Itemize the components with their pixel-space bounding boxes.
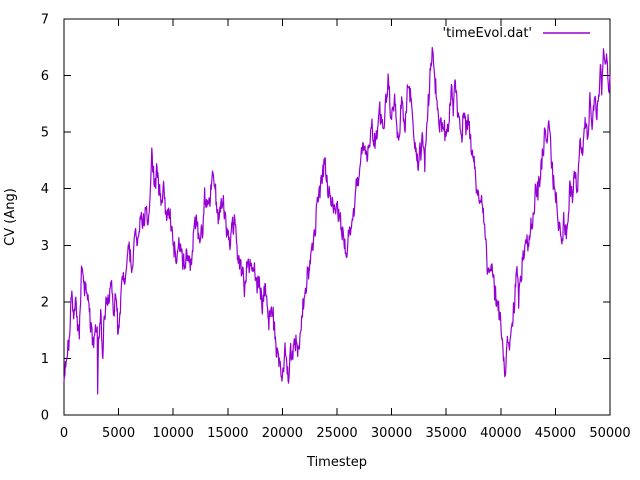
series-line-timeEvol: [63, 46, 611, 395]
x-tick-label: 45000: [535, 426, 576, 441]
legend-label: 'timeEvol.dat': [443, 26, 532, 41]
x-tick-label: 5000: [102, 426, 135, 441]
tick-labels: 0 5000 10000 15000 20000 25000 30000 35000 40000…: [41, 13, 631, 442]
y-tick-label: 4: [41, 182, 49, 197]
y-tick-label: 5: [41, 126, 49, 141]
x-tick-label: 0: [60, 426, 68, 441]
y-tick-label: 0: [41, 409, 49, 424]
plot-border: [63, 18, 611, 416]
x-axis-label: Timestep: [306, 455, 367, 470]
x-tick-label: 40000: [480, 426, 521, 441]
y-tick-label: 7: [41, 13, 49, 28]
series-group: [63, 46, 611, 395]
x-tick-label: 25000: [316, 426, 357, 441]
x-tick-label: 50000: [589, 426, 630, 441]
y-tick-label: 6: [41, 69, 49, 84]
y-tick-label: 3: [41, 239, 49, 254]
legend: 'timeEvol.dat': [443, 26, 590, 41]
y-tick-label: 1: [41, 352, 49, 367]
x-tick-label: 10000: [153, 426, 194, 441]
x-tick-label: 35000: [426, 426, 467, 441]
x-tick-label: 20000: [262, 426, 303, 441]
y-tick-label: 2: [41, 295, 49, 310]
x-tick-label: 30000: [371, 426, 412, 441]
y-axis-label: CV (Ang): [3, 188, 18, 246]
tick-marks: [63, 18, 611, 416]
x-tick-label: 15000: [207, 426, 248, 441]
